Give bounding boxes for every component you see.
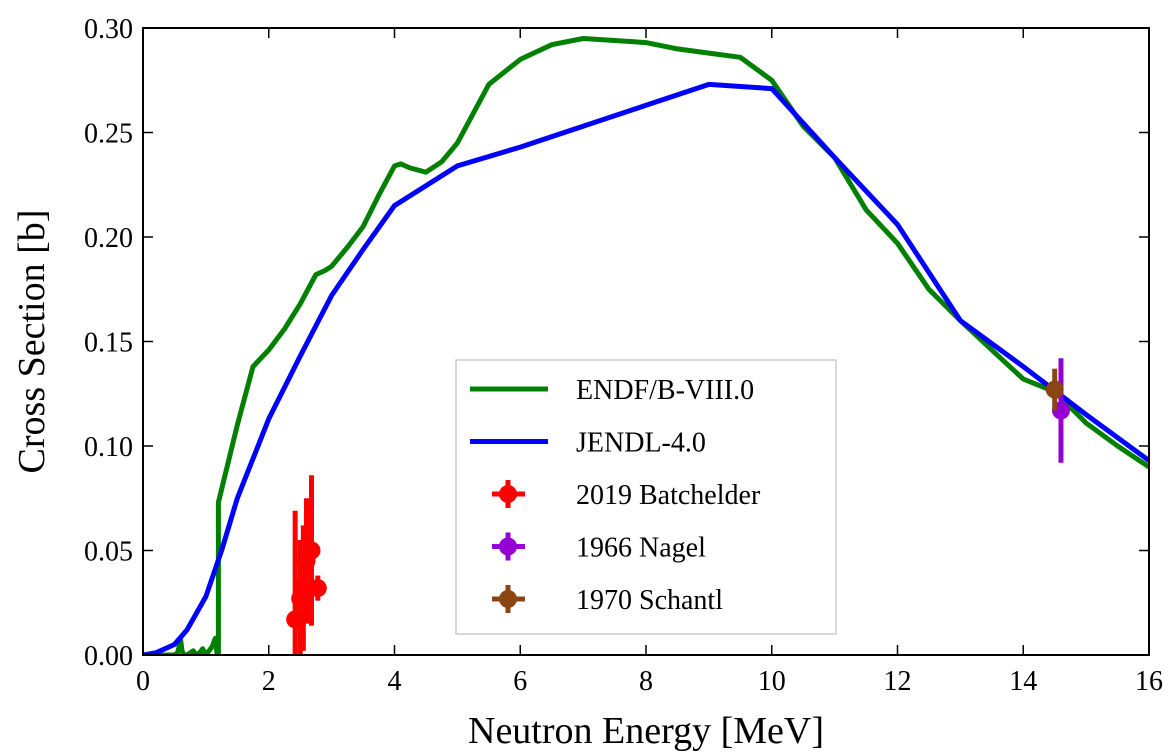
series-line-endf-b-viii-0	[143, 36, 1149, 655]
legend-marker	[499, 485, 517, 503]
x-axis-label: Neutron Energy [MeV]	[468, 710, 824, 752]
legend-box	[455, 359, 837, 635]
legend-label: 1970 Schantl	[576, 585, 723, 616]
y-tick-label: 0.20	[84, 223, 133, 254]
x-tick-label: 2	[262, 666, 276, 697]
y-tick-label: 0.10	[84, 432, 133, 463]
y-axis-label: Cross Section [b]	[11, 210, 53, 474]
legend-marker	[499, 590, 517, 608]
legend-label: 1966 Nagel	[576, 533, 706, 564]
x-tick-label: 10	[758, 666, 786, 697]
legend-label: ENDF/B-VIII.0	[576, 375, 754, 406]
marker	[302, 541, 321, 560]
legend-item-2019-batchelder: 2019 Batchelder	[492, 480, 761, 511]
plot-frame	[142, 27, 1150, 656]
x-tick-label: 16	[1135, 666, 1163, 697]
legend-label: 2019 Batchelder	[576, 480, 761, 511]
series-line-jendl-4-0	[143, 81, 1149, 655]
legend-marker	[499, 537, 517, 556]
x-tick-labels: 0 2 4 6 8 10 12 14 16	[136, 666, 1163, 697]
legend-label: JENDL-4.0	[576, 428, 706, 459]
marker	[308, 579, 327, 598]
y-tick-label: 0.25	[84, 119, 133, 150]
x-tick-label: 12	[884, 666, 912, 697]
x-tick-label: 4	[388, 666, 402, 697]
y-tick-label: 0.15	[84, 328, 133, 359]
data-point-2019-batchelder	[308, 575, 327, 601]
x-tick-label: 14	[1009, 666, 1037, 697]
legend-item-1966-nagel: 1966 Nagel	[492, 532, 706, 564]
y-tick-label: 0.30	[84, 14, 133, 45]
legend-item-jendl-4-0: JENDL-4.0	[470, 428, 706, 459]
legend-item-endf-b-viii-0: ENDF/B-VIII.0	[470, 375, 754, 406]
y-tick-label: 0.00	[84, 641, 133, 672]
x-tick-label: 8	[639, 666, 653, 697]
legend: ENDF/B-VIII.0 JENDL-4.0 2019 Batchelder 196…	[455, 359, 837, 635]
data-point-2019-batchelder	[302, 475, 321, 626]
data-point-1970-schantl	[1045, 368, 1064, 411]
y-tick-labels: 0.00 0.05 0.10 0.15 0.20 0.25 0.30	[84, 14, 133, 672]
x-tick-label: 6	[513, 666, 527, 697]
x-tick-label: 0	[136, 666, 150, 697]
marker	[1045, 380, 1064, 399]
legend-item-1970-schantl: 1970 Schantl	[492, 585, 723, 616]
plot-series	[143, 36, 1149, 655]
y-tick-label: 0.05	[84, 537, 133, 568]
